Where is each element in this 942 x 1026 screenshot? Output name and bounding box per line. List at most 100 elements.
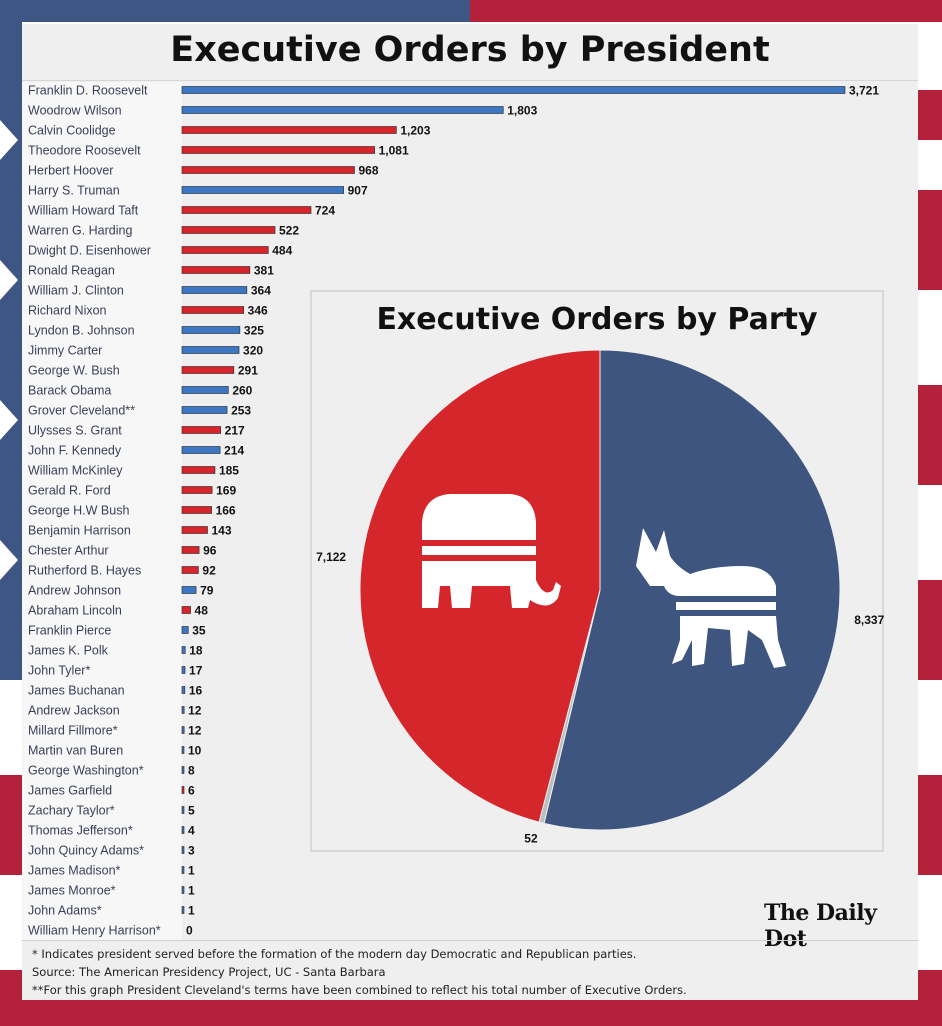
president-label: Woodrow Wilson <box>28 104 122 118</box>
chart-title: Executive Orders by President <box>170 30 770 70</box>
bar <box>181 106 504 114</box>
president-label: Dwight D. Eisenhower <box>28 244 151 258</box>
bar <box>181 606 191 614</box>
bar <box>181 126 397 134</box>
bar-value-label: 907 <box>348 184 368 198</box>
president-label: William McKinley <box>28 464 123 478</box>
bar-value-label: 1,081 <box>379 144 409 158</box>
label-column <box>22 82 182 940</box>
president-label: James K. Polk <box>28 644 109 658</box>
bar <box>181 806 185 814</box>
president-label: Ulysses S. Grant <box>28 424 122 438</box>
bar-value-label: 364 <box>251 284 271 298</box>
president-label: Andrew Johnson <box>28 584 121 598</box>
president-label: Grover Cleveland** <box>28 404 135 418</box>
president-label: Lyndon B. Johnson <box>28 324 135 338</box>
bar <box>181 726 185 734</box>
bar-value-label: 35 <box>192 624 206 638</box>
bar-value-label: 166 <box>216 504 236 518</box>
bar-value-label: 6 <box>188 784 195 798</box>
bar <box>181 566 199 574</box>
bar-value-label: 143 <box>211 524 231 538</box>
bar-value-label: 522 <box>279 224 299 238</box>
president-label: Warren G. Harding <box>28 224 132 238</box>
president-label: William J. Clinton <box>28 284 124 298</box>
bar <box>181 746 185 754</box>
president-label: Barack Obama <box>28 384 111 398</box>
president-label: Gerald R. Ford <box>28 484 111 498</box>
bar-value-label: 48 <box>195 604 209 618</box>
bar <box>181 146 375 154</box>
bar <box>181 526 208 534</box>
president-label: Herbert Hoover <box>28 164 113 178</box>
bar <box>181 646 186 654</box>
bar-value-label: 12 <box>188 724 202 738</box>
president-label: Ronald Reagan <box>28 264 115 278</box>
president-label: Millard Fillmore* <box>28 724 118 738</box>
president-label: James Garfield <box>28 784 112 798</box>
bar <box>181 546 200 554</box>
bar-value-label: 3 <box>188 844 195 858</box>
bar <box>181 386 229 394</box>
president-label: William Henry Harrison* <box>28 924 161 938</box>
pie-chart-title: Executive Orders by Party <box>376 302 818 337</box>
bar-value-label: 10 <box>188 744 202 758</box>
bar <box>181 786 185 794</box>
bar-value-label: 16 <box>189 684 203 698</box>
bar <box>181 206 312 214</box>
bar-value-label: 8 <box>188 764 195 778</box>
bar <box>181 366 235 374</box>
bar-value-label: 3,721 <box>849 84 879 98</box>
bar <box>181 286 248 294</box>
president-label: James Buchanan <box>28 684 125 698</box>
daily-dot-logo: The Daily Dot <box>764 900 877 952</box>
president-label: Calvin Coolidge <box>28 124 116 138</box>
president-label: Abraham Lincoln <box>28 604 122 618</box>
president-label: Franklin Pierce <box>28 624 111 638</box>
bar-value-label: 96 <box>203 544 217 558</box>
bar-value-label: 1,203 <box>400 124 430 138</box>
president-label: Theodore Roosevelt <box>28 144 141 158</box>
bar-value-label: 0 <box>186 924 193 938</box>
bar-value-label: 79 <box>200 584 214 598</box>
bar-value-label: 1 <box>188 884 195 898</box>
bar-value-label: 18 <box>189 644 203 658</box>
bar-value-label: 381 <box>254 264 274 278</box>
president-label: Franklin D. Roosevelt <box>28 84 148 98</box>
bar-value-label: 724 <box>315 204 335 218</box>
bar-value-label: 169 <box>216 484 236 498</box>
pie-chart-box <box>310 290 884 852</box>
bar <box>181 466 216 474</box>
bar-value-label: 320 <box>243 344 263 358</box>
president-label: Harry S. Truman <box>28 184 120 198</box>
bar <box>181 326 241 334</box>
bar <box>181 86 846 94</box>
bar <box>181 506 212 514</box>
president-label: John Tyler* <box>28 664 90 678</box>
president-label: Martin van Buren <box>28 744 123 758</box>
president-label: George W. Bush <box>28 364 120 378</box>
bar <box>181 886 185 894</box>
bar <box>181 306 244 314</box>
president-label: Richard Nixon <box>28 304 107 318</box>
title-divider <box>22 80 918 81</box>
bar <box>181 846 185 854</box>
bar-value-label: 185 <box>219 464 239 478</box>
bar <box>181 706 185 714</box>
bar-value-label: 253 <box>231 404 251 418</box>
bar <box>181 226 276 234</box>
president-label: James Monroe* <box>28 884 116 898</box>
bar <box>181 766 185 774</box>
bar <box>181 186 344 194</box>
bar-value-label: 4 <box>188 824 195 838</box>
bar <box>181 266 251 274</box>
president-label: John F. Kennedy <box>28 444 122 458</box>
bar <box>181 826 185 834</box>
bar <box>181 486 213 494</box>
bar-value-label: 1 <box>188 904 195 918</box>
bar <box>181 166 355 174</box>
bar-value-label: 1 <box>188 864 195 878</box>
bar <box>181 406 228 414</box>
bar-value-label: 92 <box>202 564 216 578</box>
